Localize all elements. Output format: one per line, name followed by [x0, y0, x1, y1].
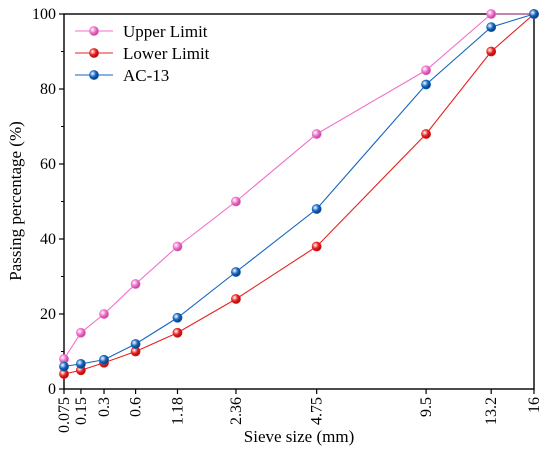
x-axis-title: Sieve size (mm) — [244, 427, 354, 446]
x-tick-label: 0.3 — [96, 397, 113, 417]
y-tick-label: 0 — [48, 381, 56, 398]
series-layer — [59, 9, 539, 379]
series-2 — [59, 9, 539, 379]
y-tick-label: 100 — [32, 6, 56, 23]
y-tick-label: 80 — [40, 81, 56, 98]
legend-marker — [89, 70, 99, 80]
data-point — [231, 196, 241, 207]
y-tick-label: 40 — [40, 231, 56, 248]
series-line — [63, 13, 534, 360]
x-tick-label: 0.15 — [73, 397, 90, 425]
data-point — [311, 204, 322, 214]
data-point — [311, 241, 322, 252]
data-point — [130, 339, 141, 349]
data-point — [311, 129, 322, 139]
data-point — [59, 361, 69, 372]
data-point — [421, 129, 431, 139]
data-point — [99, 354, 109, 365]
legend-marker — [89, 26, 99, 36]
x-tick-label: 4.75 — [309, 397, 326, 425]
data-point — [76, 327, 86, 338]
data-point — [486, 9, 497, 19]
data-point — [421, 65, 431, 76]
legend-label: Upper Limit — [123, 22, 208, 41]
series-line — [63, 13, 535, 375]
x-tick-label: 1.18 — [169, 397, 186, 425]
data-point — [529, 9, 539, 19]
x-tick-label: 0.075 — [56, 397, 73, 433]
data-point — [99, 309, 109, 319]
data-point — [231, 294, 241, 304]
data-point — [172, 327, 183, 338]
legend-label: AC-13 — [123, 66, 169, 85]
data-point — [421, 79, 431, 90]
x-tick-label: 2.36 — [228, 397, 245, 425]
y-axis-title: Passing percentage (%) — [6, 121, 25, 281]
data-point — [172, 312, 183, 323]
x-tick-label: 0.6 — [128, 397, 145, 417]
data-point — [130, 279, 141, 289]
legend: Upper Limit Lower Limit AC-13 — [75, 22, 210, 85]
x-tick-label: 16 — [526, 397, 543, 413]
y-tick-label: 60 — [40, 156, 56, 173]
series-3 — [59, 9, 539, 372]
series-line — [63, 13, 535, 368]
data-point — [172, 241, 183, 252]
data-point — [486, 46, 497, 57]
legend-label: Lower Limit — [123, 44, 210, 63]
data-point — [231, 267, 241, 277]
data-point — [486, 22, 497, 33]
y-axis: 0 20 40 60 80 100 — [32, 6, 64, 398]
x-tick-label: 13.2 — [483, 397, 500, 425]
x-tick-label: 9.5 — [418, 397, 435, 417]
y-tick-label: 20 — [40, 306, 56, 323]
data-point — [76, 358, 86, 369]
legend-marker — [89, 48, 99, 58]
x-axis: 0.075 0.15 0.3 0.6 1.18 2.36 4.75 9.5 13.2 16 — [56, 389, 543, 433]
